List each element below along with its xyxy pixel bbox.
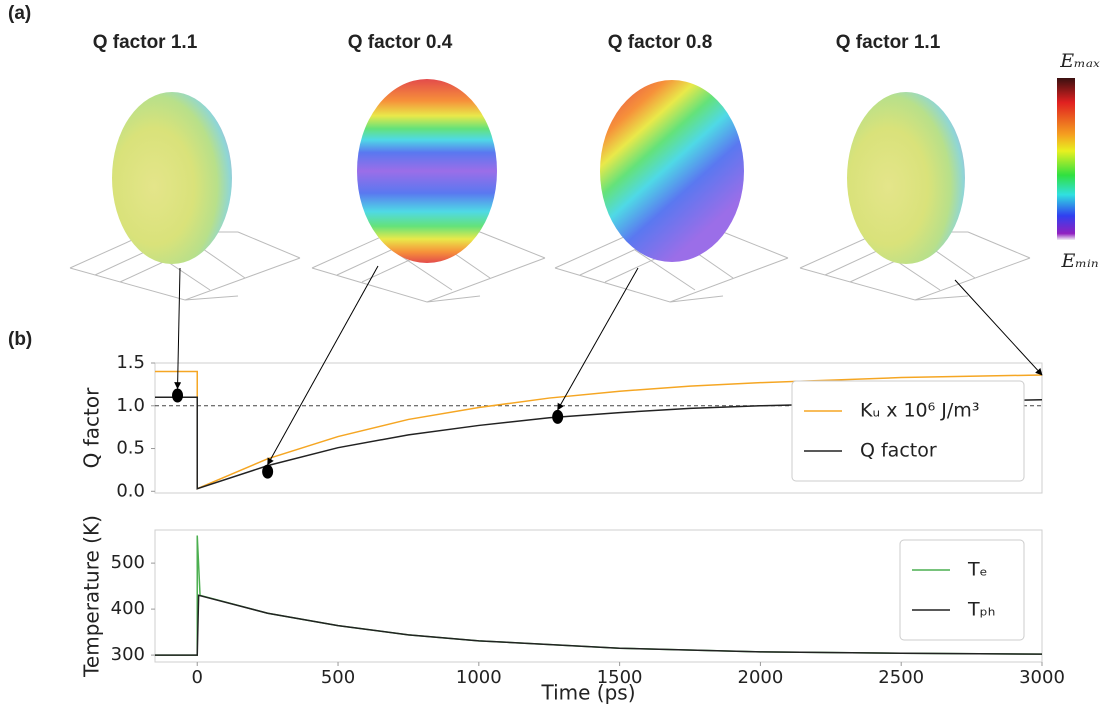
- colorbar-label: Eₘᵢₙ: [1060, 250, 1098, 272]
- legend-box: [791, 380, 1025, 482]
- sphere-title: Q factor 0.8: [608, 32, 713, 53]
- x-tick-label: 500: [321, 667, 355, 688]
- colorbar: [1057, 78, 1075, 240]
- y-tick-label: 1.0: [116, 395, 145, 416]
- x-tick-label: 0: [192, 667, 203, 688]
- x-tick-label: 1500: [597, 667, 643, 688]
- y-tick-label: 500: [111, 552, 145, 573]
- y-tick-label: 400: [111, 598, 145, 619]
- sphere-title: Q factor 1.1: [93, 32, 198, 53]
- arrow: [267, 265, 379, 466]
- marker: [172, 388, 184, 403]
- legend-label: Tₚₕ: [967, 599, 995, 621]
- plot-frame: [154, 362, 1043, 494]
- y-tick-label: 1.5: [116, 352, 145, 373]
- sphere: [357, 79, 497, 263]
- x-tick-label: 1000: [456, 667, 502, 688]
- sphere-title: Q factor 1.1: [836, 32, 941, 53]
- sphere: [112, 92, 232, 264]
- panel-label: (a): [8, 3, 31, 24]
- y-axis-label: Temperature (K): [80, 515, 104, 678]
- marker: [262, 464, 274, 479]
- y-tick-label: 300: [111, 644, 145, 665]
- legend-label: Tₑ: [967, 559, 988, 581]
- y-axis-label: Q factor: [80, 387, 104, 468]
- arrow: [174, 267, 182, 390]
- y-tick-label: 0.5: [116, 438, 145, 459]
- series-line: [155, 594, 1043, 656]
- colorbar-label: Eₘₐₓ: [1059, 50, 1100, 72]
- sphere-title: Q factor 0.4: [348, 32, 453, 53]
- plot-frame: [154, 529, 1043, 663]
- x-axis-label: Time (ps): [540, 681, 635, 705]
- marker: [552, 409, 564, 424]
- legend-box: [899, 539, 1025, 641]
- x-tick-label: 2000: [738, 667, 784, 688]
- arrow: [557, 267, 639, 411]
- series-line: [155, 396, 1043, 490]
- legend-label: Q factor: [860, 440, 937, 462]
- sphere: [600, 80, 744, 262]
- sphere: [847, 92, 965, 264]
- legend-label: Kᵤ x 10⁶ J/m³: [860, 400, 979, 422]
- y-tick-label: 0.0: [116, 480, 145, 501]
- x-tick-label: 3000: [1019, 667, 1065, 688]
- panel-label: (b): [8, 329, 32, 350]
- arrow: [954, 279, 1043, 376]
- x-tick-label: 2500: [878, 667, 924, 688]
